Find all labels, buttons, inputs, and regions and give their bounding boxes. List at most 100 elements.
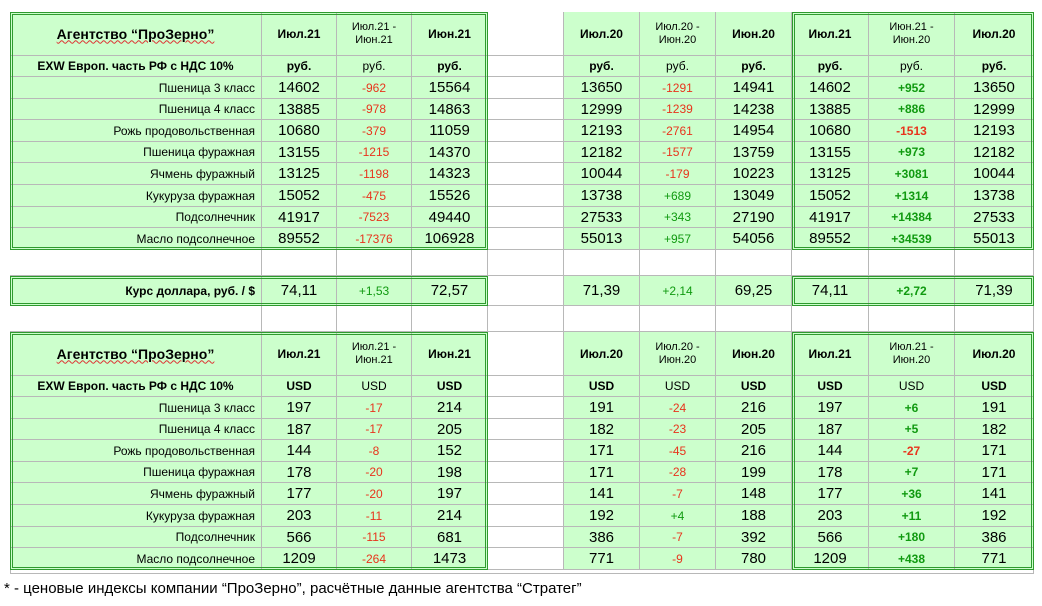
cell-jul20: 13650 <box>564 77 640 99</box>
cell-jul21: 89552 <box>262 228 337 250</box>
cell-jun20: 14941 <box>716 77 792 99</box>
cell-jul20: 12182 <box>564 142 640 163</box>
cell-gap <box>488 163 564 185</box>
cell-diff21: -11 <box>337 505 412 527</box>
cell-diff20: +343 <box>640 207 716 228</box>
header-jun20: Июн.20 <box>716 12 792 56</box>
unit-diff20: USD <box>640 376 716 397</box>
spacer-cell <box>955 306 1034 332</box>
cell-diffb: +180 <box>869 527 955 548</box>
header-jul21: Июл.21 <box>262 332 337 376</box>
rate-jul21: 74,11 <box>262 276 337 306</box>
cell-diff21: -17 <box>337 397 412 419</box>
rate-gap <box>488 276 564 306</box>
cell-jul20b: 171 <box>955 462 1034 483</box>
cell-diff20: -1239 <box>640 99 716 120</box>
header-jul21b: Июл.21 <box>792 12 869 56</box>
cell-jun20: 13759 <box>716 142 792 163</box>
cell-jun20: 13049 <box>716 185 792 207</box>
cell-gap <box>488 397 564 419</box>
cell-diff20: +957 <box>640 228 716 250</box>
cell-gap <box>488 207 564 228</box>
cell-jun21: 214 <box>412 397 488 419</box>
cell-gap <box>488 440 564 462</box>
cell-jun21: 681 <box>412 527 488 548</box>
cell-diff21: -379 <box>337 120 412 142</box>
cell-gap <box>488 142 564 163</box>
spacer-cell <box>640 306 716 332</box>
spacer-cell <box>488 250 564 276</box>
spacer-cell <box>869 306 955 332</box>
cell-jul20b: 182 <box>955 419 1034 440</box>
cell-jul20: 10044 <box>564 163 640 185</box>
cell-diff20: +689 <box>640 185 716 207</box>
cell-diff21: -17 <box>337 419 412 440</box>
rate-diff20: +2,14 <box>640 276 716 306</box>
cell-jun21: 49440 <box>412 207 488 228</box>
cell-jul20: 771 <box>564 548 640 570</box>
cell-jul21b: 13125 <box>792 163 869 185</box>
row-label: Подсолнечник <box>10 207 262 228</box>
cell-diff20: -45 <box>640 440 716 462</box>
cell-diff21: -115 <box>337 527 412 548</box>
row-label: Рожь продовольственная <box>10 120 262 142</box>
cell-diffb: +6 <box>869 397 955 419</box>
cell-diff21: -1198 <box>337 163 412 185</box>
unit-diff21: руб. <box>337 56 412 77</box>
cell-jul20b: 192 <box>955 505 1034 527</box>
cell-jul20b: 191 <box>955 397 1034 419</box>
cell-jul21: 15052 <box>262 185 337 207</box>
header-gap <box>488 332 564 376</box>
unit-jul21: USD <box>262 376 337 397</box>
rate-jul20b: 71,39 <box>955 276 1034 306</box>
cell-jul21: 197 <box>262 397 337 419</box>
header-diff20: Июл.20 - Июн.20 <box>640 332 716 376</box>
cell-diffb: +973 <box>869 142 955 163</box>
cell-jul20: 12193 <box>564 120 640 142</box>
spacer-cell <box>640 250 716 276</box>
cell-jul21b: 144 <box>792 440 869 462</box>
row-label: Ячмень фуражный <box>10 163 262 185</box>
spacer-cell <box>412 250 488 276</box>
unit-jun20: руб. <box>716 56 792 77</box>
spacer-cell <box>716 306 792 332</box>
cell-diffb: +11 <box>869 505 955 527</box>
cell-jul20b: 10044 <box>955 163 1034 185</box>
cell-jul21b: 178 <box>792 462 869 483</box>
header-diff21: Июл.21 - Июн.21 <box>337 332 412 376</box>
row-label: Пшеница 4 класс <box>10 99 262 120</box>
unit-gap <box>488 376 564 397</box>
cell-diff21: -17376 <box>337 228 412 250</box>
table-title: Агентство “ПроЗерно” <box>10 12 262 56</box>
cell-jul20: 171 <box>564 440 640 462</box>
cell-jul21: 1209 <box>262 548 337 570</box>
cell-diff20: -7 <box>640 527 716 548</box>
cell-diff20: -7 <box>640 483 716 505</box>
cell-jul20b: 13738 <box>955 185 1034 207</box>
cell-jun20: 27190 <box>716 207 792 228</box>
unit-jul20: руб. <box>564 56 640 77</box>
cell-jun21: 198 <box>412 462 488 483</box>
cell-diff21: -978 <box>337 99 412 120</box>
cell-gap <box>488 527 564 548</box>
cell-jul21b: 13155 <box>792 142 869 163</box>
cell-diffb: +886 <box>869 99 955 120</box>
cell-jul21b: 14602 <box>792 77 869 99</box>
cell-jul20: 27533 <box>564 207 640 228</box>
cell-jun20: 199 <box>716 462 792 483</box>
cell-jul21: 187 <box>262 419 337 440</box>
spacer-cell <box>337 306 412 332</box>
cell-jun20: 14238 <box>716 99 792 120</box>
cell-diff20: -9 <box>640 548 716 570</box>
cell-jul21b: 203 <box>792 505 869 527</box>
cell-jul21b: 13885 <box>792 99 869 120</box>
rate-diff21: +1,53 <box>337 276 412 306</box>
cell-jul21: 41917 <box>262 207 337 228</box>
cell-jun21: 214 <box>412 505 488 527</box>
unit-jul21: руб. <box>262 56 337 77</box>
cell-jun21: 1473 <box>412 548 488 570</box>
spacer-cell <box>792 306 869 332</box>
cell-jul20b: 171 <box>955 440 1034 462</box>
cell-diff20: -179 <box>640 163 716 185</box>
